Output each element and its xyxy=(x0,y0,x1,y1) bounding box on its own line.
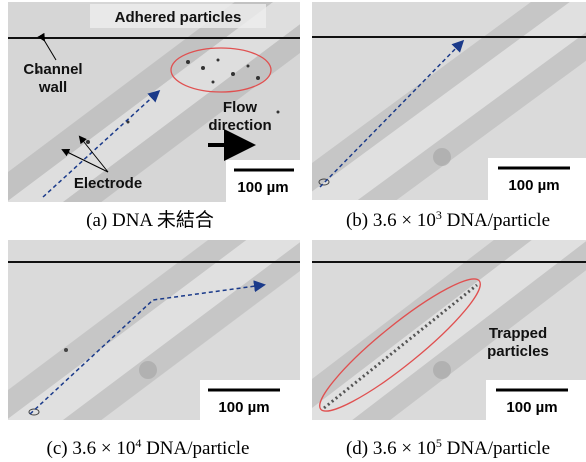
caption-unit: DNA/particle xyxy=(447,438,550,459)
caption-label: (c) xyxy=(47,438,68,459)
annotation: particles xyxy=(487,343,549,360)
scale-bar-label: 100 µm xyxy=(218,399,269,416)
caption: (c) 3.6 × 104 DNA/particle xyxy=(47,431,250,459)
caption-label: (a) xyxy=(86,210,107,231)
caption-label: (b) xyxy=(346,210,368,231)
panel-c: 100 µm xyxy=(8,240,300,420)
caption-exponent: 5 xyxy=(436,436,442,450)
caption-exponent: 3 xyxy=(436,208,442,222)
annotation: Channel xyxy=(23,61,82,78)
caption-unit: DNA/particle xyxy=(447,210,550,231)
caption: (b) 3.6 × 103 DNA/particle xyxy=(346,203,550,231)
caption-text: DNA 未結合 xyxy=(112,209,214,231)
panel-d: Trapped particles 100 µm xyxy=(312,240,586,420)
panel-a: Adhered particles Channel wall Flow dire… xyxy=(8,2,300,202)
annotation: wall xyxy=(38,79,67,96)
caption-exponent: 4 xyxy=(135,436,141,450)
annotation: Trapped xyxy=(489,325,547,342)
annotation: Electrode xyxy=(74,175,142,192)
annotation: direction xyxy=(208,117,271,134)
scale-bar-label: 100 µm xyxy=(506,399,557,416)
annotation: Adhered particles xyxy=(115,9,242,26)
panel-b: 100 µm xyxy=(312,2,586,200)
caption-text: 3.6 × 10 xyxy=(373,438,436,459)
scale-bar-label: 100 µm xyxy=(508,177,559,194)
caption-unit: DNA/particle xyxy=(146,438,249,459)
caption-text: 3.6 × 10 xyxy=(72,438,135,459)
caption: (d) 3.6 × 105 DNA/particle xyxy=(346,431,550,459)
annotation: Flow xyxy=(223,99,257,116)
caption-text: 3.6 × 10 xyxy=(373,210,436,231)
caption-label: (d) xyxy=(346,438,368,459)
scale-bar-label: 100 µm xyxy=(237,179,288,196)
caption: (a) DNA 未結合 xyxy=(86,209,214,231)
